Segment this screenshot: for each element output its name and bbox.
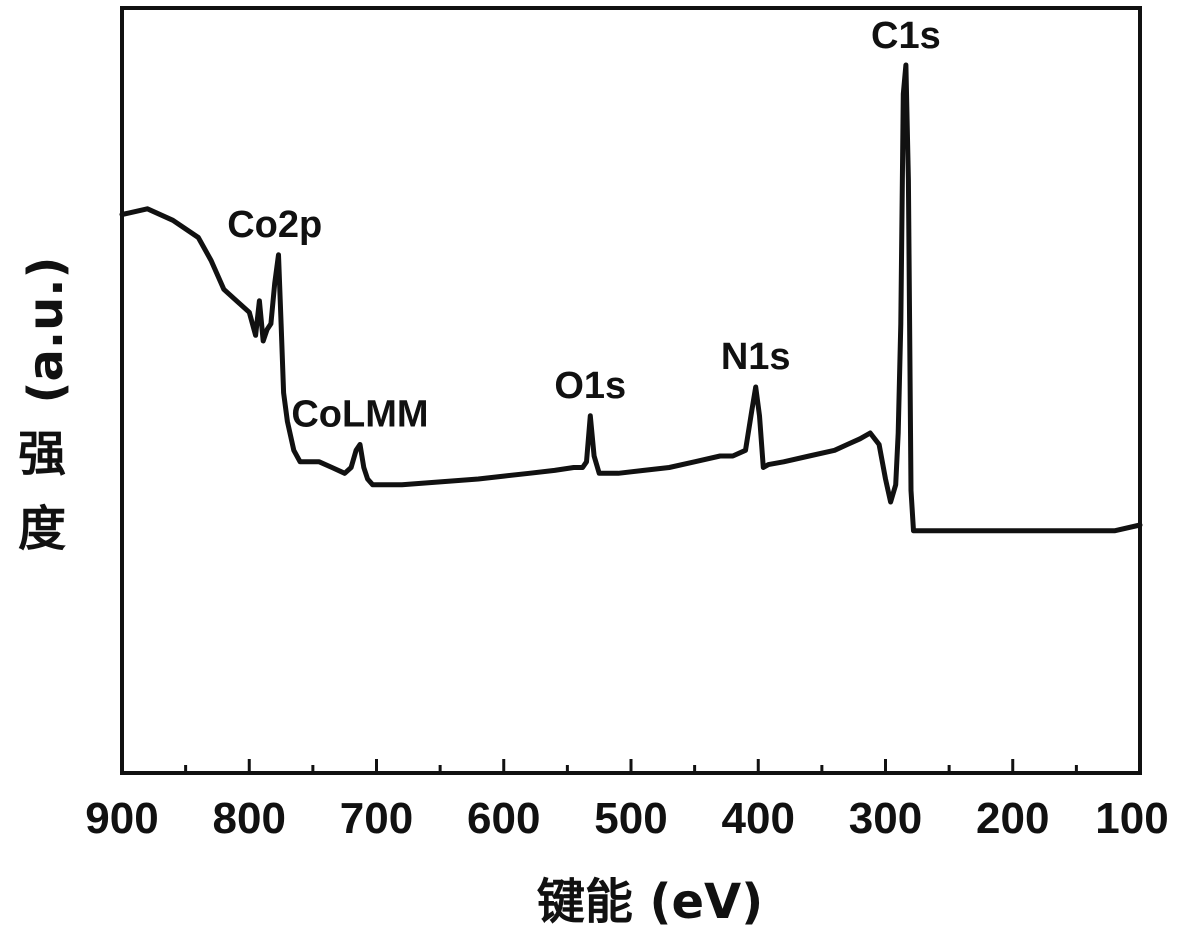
peak-label-o1s: O1s xyxy=(554,365,626,407)
peak-label-colmm: CoLMM xyxy=(291,394,428,436)
peak-labels: C1s Co2p CoLMM O1s N1s xyxy=(227,15,941,436)
y-axis-title-char-2: 度 xyxy=(18,501,66,557)
x-tick-label: 600 xyxy=(467,794,540,843)
x-tick-label: 800 xyxy=(213,794,286,843)
x-tick-label: 500 xyxy=(594,794,667,843)
peak-label-co2p: Co2p xyxy=(227,204,322,246)
spectrum-line xyxy=(119,62,1143,534)
plot-frame xyxy=(120,6,1142,775)
x-axis-title: 键能 (eV) xyxy=(537,874,763,930)
y-axis-title-unit: (a.u.) xyxy=(18,257,74,404)
peak-label-n1s: N1s xyxy=(721,336,791,378)
x-tick-label: 700 xyxy=(340,794,413,843)
x-tick-label: 300 xyxy=(849,794,922,843)
x-tick-label: 100 xyxy=(1095,794,1168,843)
x-tick-label: 900 xyxy=(85,794,158,843)
x-tick-label: 200 xyxy=(976,794,1049,843)
x-tick-label: 400 xyxy=(722,794,795,843)
y-axis-title-char-1: 强 xyxy=(18,426,66,482)
x-axis-ticks xyxy=(120,759,1142,773)
x-axis-tick-labels: 900 800 700 600 500 400 300 200 100 xyxy=(85,794,1168,843)
peak-label-c1s: C1s xyxy=(871,15,941,57)
